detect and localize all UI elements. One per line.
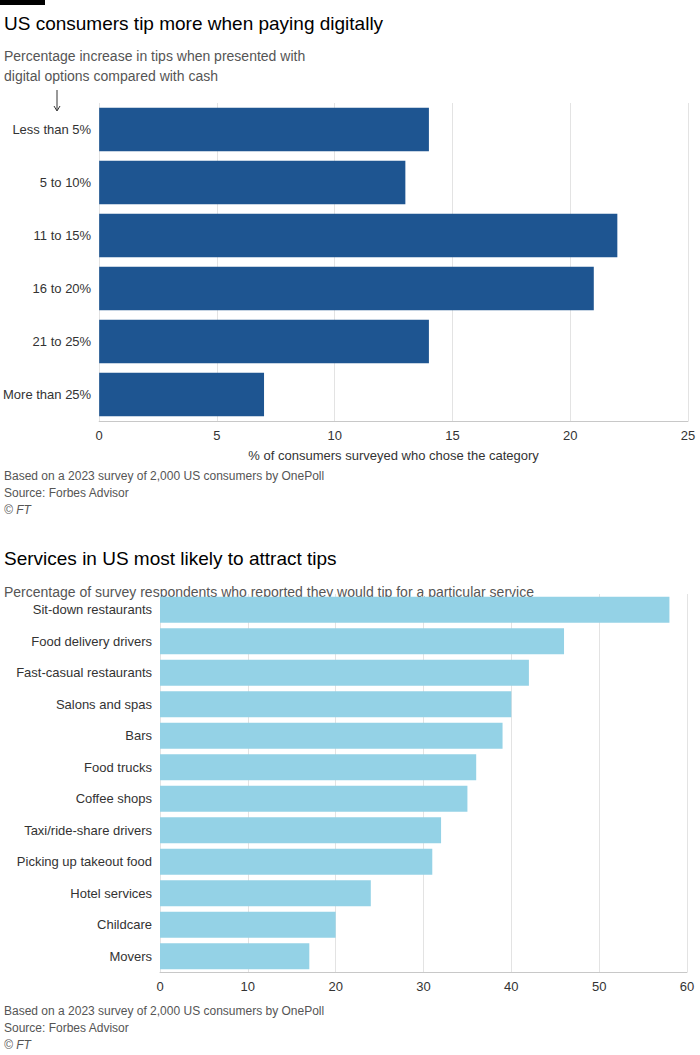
svg-text:Based on a 2023 survey of 2,00: Based on a 2023 survey of 2,000 US consu… [4,1004,324,1018]
svg-text:30: 30 [416,979,430,994]
svg-text:10: 10 [241,979,255,994]
svg-text:10: 10 [327,428,341,443]
svg-text:Services in US most likely to: Services in US most likely to attract ti… [4,548,337,569]
svg-text:Bars: Bars [125,728,152,743]
svg-text:Food delivery drivers: Food delivery drivers [31,634,152,649]
svg-text:© FT: © FT [4,1038,33,1052]
svg-text:5 to 10%: 5 to 10% [40,175,92,190]
svg-text:Sit-down restaurants: Sit-down restaurants [33,602,153,617]
svg-text:Percentage of survey responden: Percentage of survey respondents who rep… [4,584,534,600]
svg-text:11 to 15%: 11 to 15% [34,228,92,243]
svg-text:0: 0 [156,979,163,994]
svg-text:40: 40 [504,979,518,994]
svg-text:0: 0 [96,428,103,443]
svg-text:% of consumers surveyed who ch: % of consumers surveyed who chose the ca… [248,448,539,463]
svg-text:Percentage increase in tips wh: Percentage increase in tips when present… [4,48,309,64]
svg-text:Taxi/ride-share drivers: Taxi/ride-share drivers [24,823,152,838]
svg-text:Childcare: Childcare [97,917,152,932]
svg-text:© FT: © FT [4,503,33,517]
svg-text:Coffee shops: Coffee shops [76,791,153,806]
svg-text:21 to 25%: 21 to 25% [33,334,92,349]
svg-text:25: 25 [681,428,695,443]
svg-text:50: 50 [592,979,606,994]
svg-text:Picking up takeout food: Picking up takeout food [17,854,152,869]
svg-text:20: 20 [328,979,342,994]
svg-text:5: 5 [213,428,220,443]
svg-text:US consumers tip more when pay: US consumers tip more when paying digita… [4,13,384,34]
svg-text:20: 20 [563,428,577,443]
svg-text:Salons and spas: Salons and spas [56,697,153,712]
svg-text:60: 60 [680,979,694,994]
svg-text:digital options compared with: digital options compared with cash [4,68,218,84]
svg-text:Less than 5%: Less than 5% [12,122,91,137]
svg-text:More than 25%: More than 25% [3,387,92,402]
svg-text:15: 15 [445,428,459,443]
svg-text:Source: Forbes Advisor: Source: Forbes Advisor [4,1021,129,1035]
svg-text:Hotel services: Hotel services [70,886,152,901]
svg-text:Source: Forbes Advisor: Source: Forbes Advisor [4,486,129,500]
svg-text:Fast-casual restaurants: Fast-casual restaurants [16,665,152,680]
svg-text:16 to 20%: 16 to 20% [33,281,92,296]
svg-text:Based on a 2023 survey of 2,00: Based on a 2023 survey of 2,000 US consu… [4,469,324,483]
svg-text:Movers: Movers [109,949,152,964]
svg-text:Food trucks: Food trucks [84,760,152,775]
